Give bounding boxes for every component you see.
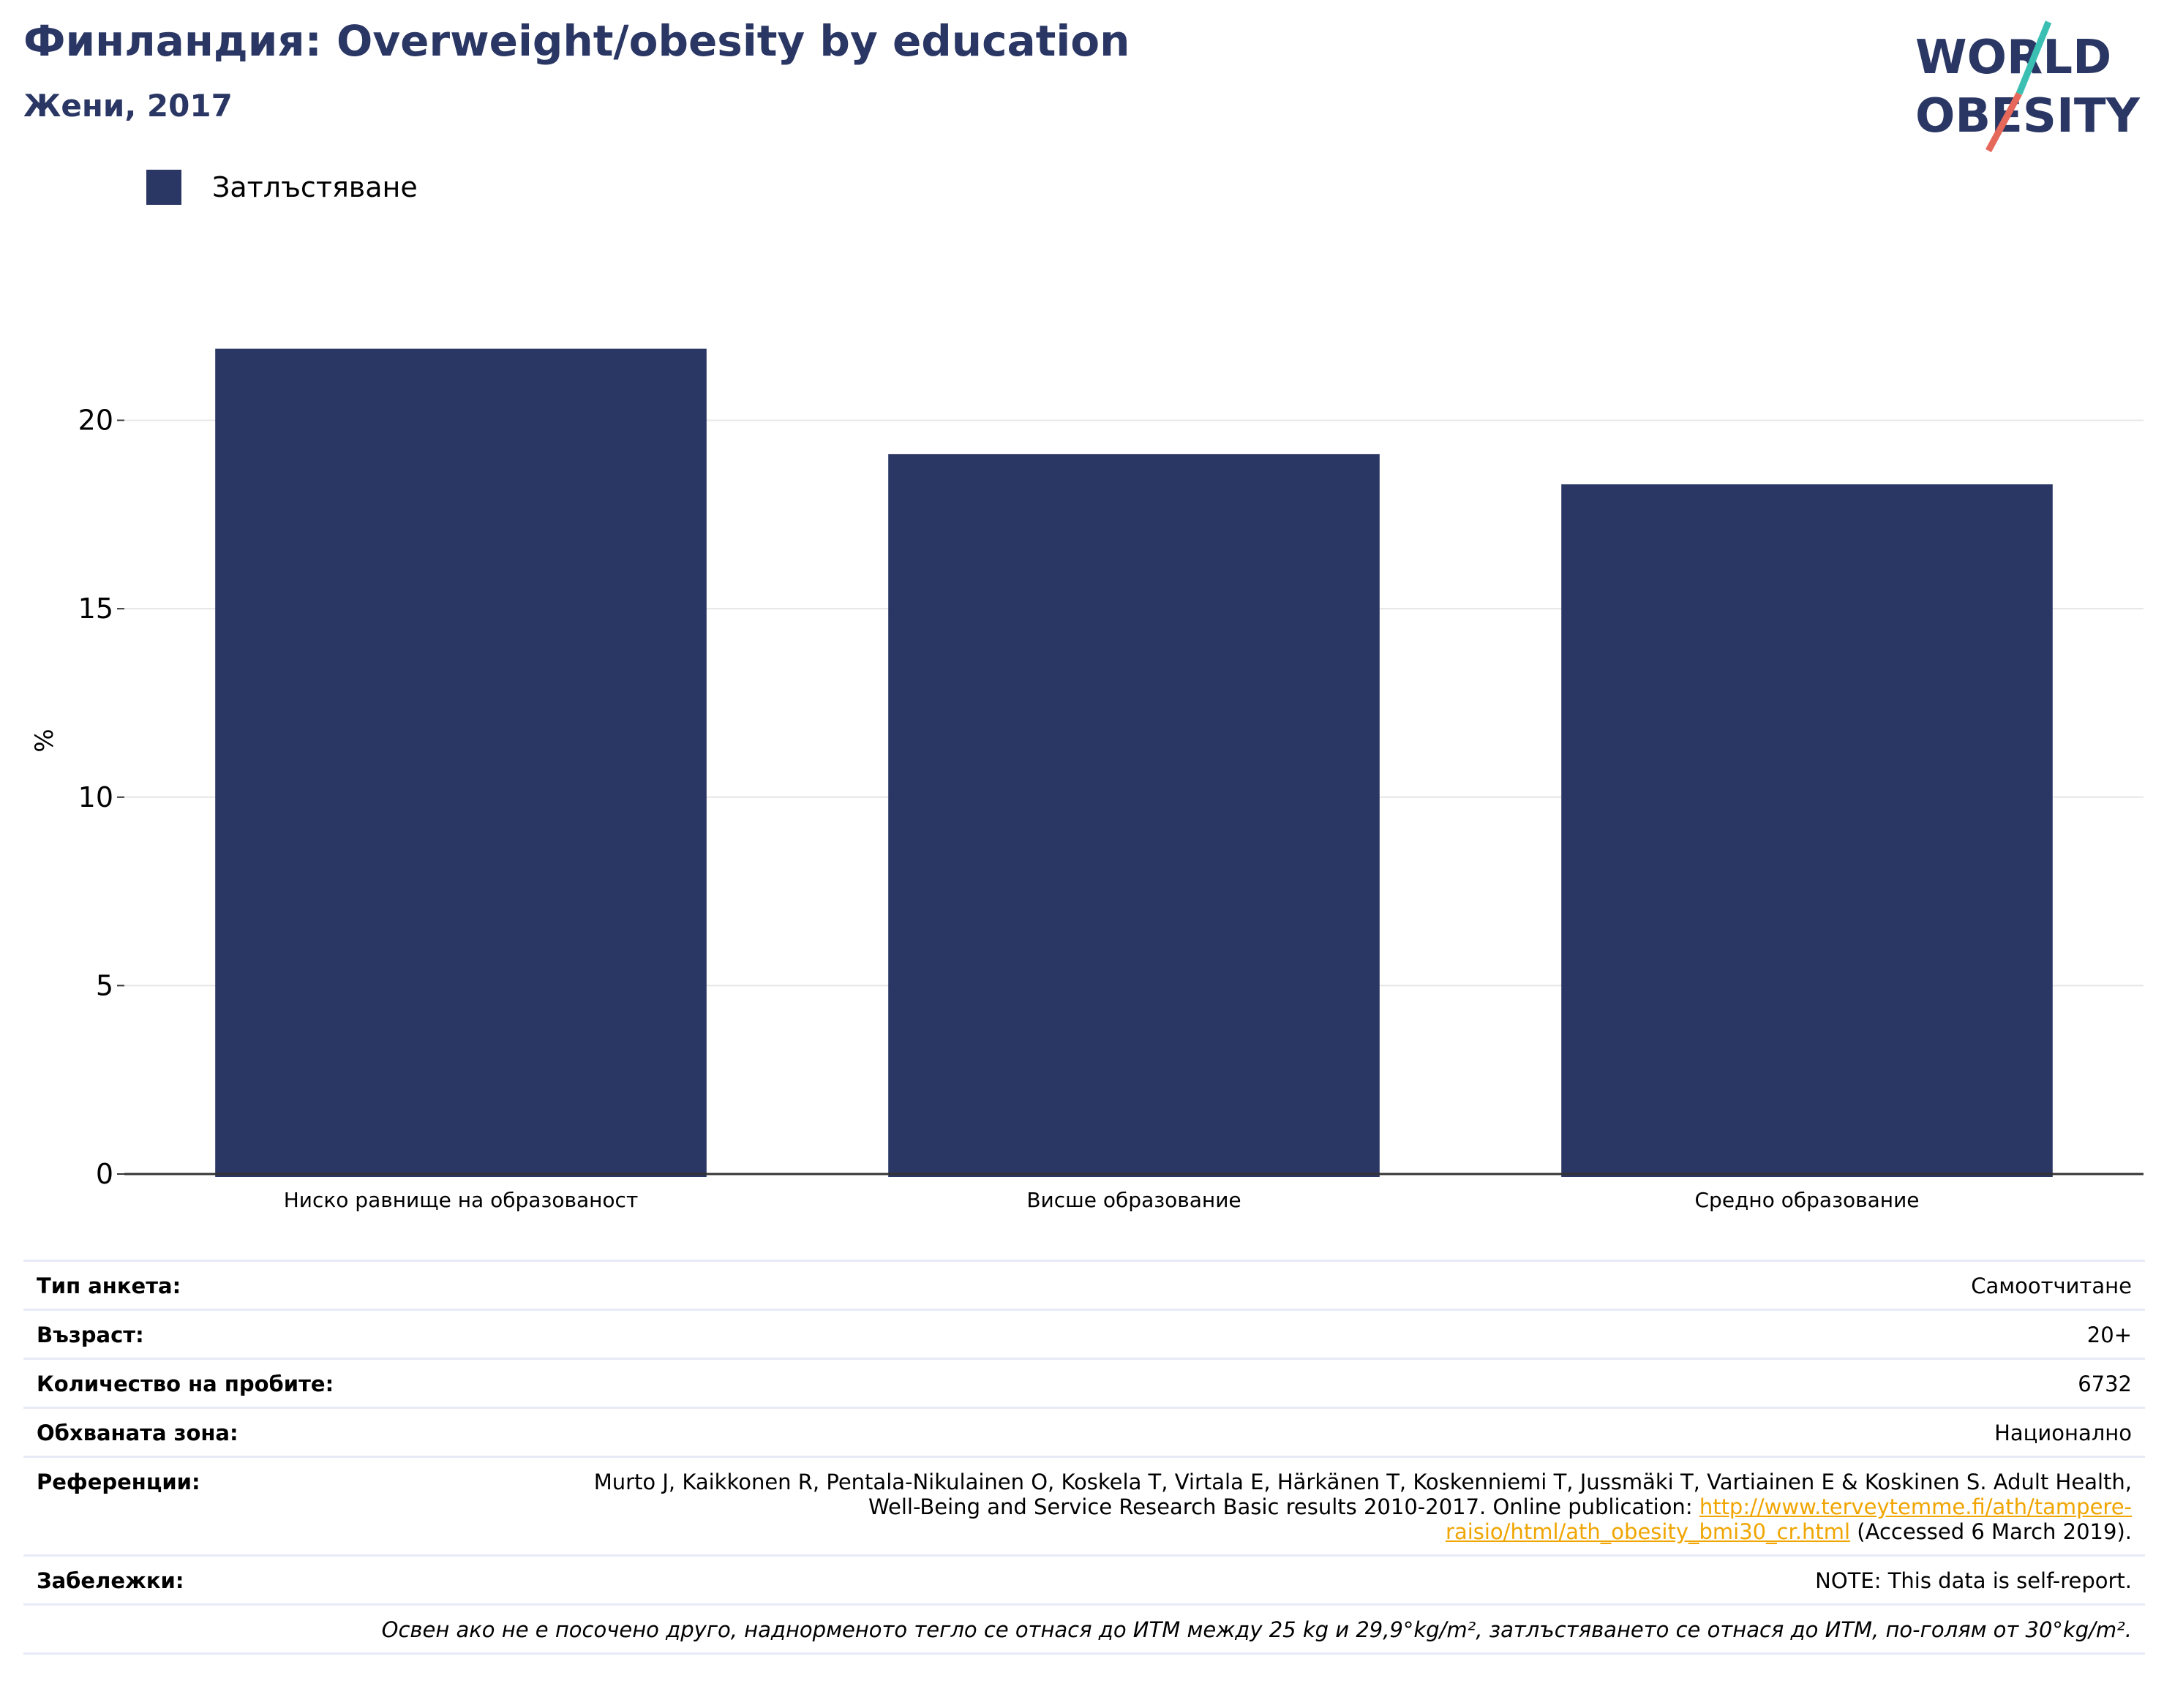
chart-subtitle: Жени, 2017: [23, 88, 233, 124]
info-row-definition: Освен ако не е посочено друго, наднормен…: [23, 1603, 2145, 1655]
info-row-references: Референции: Murto J, Kaikkonen R, Pental…: [23, 1456, 2145, 1554]
references-accessed: (Accessed 6 March 2019).: [1850, 1519, 2132, 1544]
reference-link[interactable]: http://www.terveytemme.fi/ath/tampere-ra…: [1446, 1494, 2132, 1544]
legend[interactable]: Затлъстяване: [146, 170, 418, 205]
y-axis-label: %: [30, 729, 59, 752]
y-tick-label: 10: [78, 781, 113, 813]
age-value: 20+: [2086, 1323, 2132, 1347]
x-tick-label: Средно образование: [1695, 1188, 1920, 1212]
bar: [215, 348, 707, 1177]
references-value: Murto J, Kaikkonen R, Pentala-Nikulainen…: [537, 1470, 2132, 1544]
y-tick-label: 15: [78, 592, 113, 625]
references-label: Референции:: [37, 1470, 200, 1494]
y-tick-label: 5: [96, 969, 113, 1001]
age-label: Възраст:: [37, 1323, 144, 1347]
bar: [1561, 484, 2053, 1177]
notes-label: Забележки:: [37, 1568, 184, 1593]
info-row-area: Обхваната зона: Национално: [23, 1407, 2145, 1456]
bar: [888, 454, 1380, 1177]
survey-type-value: Самоотчитане: [1971, 1274, 2132, 1298]
logo-slash-teal: [2015, 20, 2052, 95]
world-obesity-logo: WORLD OBESITY: [1915, 20, 2140, 152]
area-value: Национално: [1994, 1421, 2132, 1445]
definition-text: Освен ако не е посочено друго, наднормен…: [381, 1617, 2132, 1642]
y-tick-label: 0: [96, 1158, 113, 1190]
notes-value: NOTE: This data is self-report.: [1815, 1568, 2132, 1593]
info-table: Тип анкета: Самоотчитане Възраст: 20+ Ко…: [23, 1260, 2145, 1655]
legend-label: Затлъстяване: [212, 171, 418, 203]
x-tick-label: Ниско равнище на образованост: [284, 1188, 639, 1212]
x-tick-label: Висше образование: [1026, 1188, 1241, 1212]
area-label: Обхваната зона:: [37, 1421, 238, 1445]
logo-line1: WORLD: [1915, 31, 2111, 85]
chart-title: Финландия: Overweight/obesity by educati…: [23, 16, 1130, 66]
bar-chart: 0 5 10 15 20% Ниско равнище на образованост Ви…: [30, 348, 2144, 1212]
survey-type-label: Тип анкета:: [37, 1274, 181, 1298]
logo-line2: OBESITY: [1915, 89, 2140, 143]
legend-swatch: [146, 170, 181, 205]
references-text: Murto J, Kaikkonen R, Pentala-Nikulainen…: [593, 1470, 2132, 1519]
logo-slash-coral: [1985, 91, 2022, 152]
info-row-age: Възраст: 20+: [23, 1309, 2145, 1358]
sample-size-label: Количество на пробите:: [37, 1372, 334, 1396]
sample-size-value: 6732: [2078, 1372, 2132, 1396]
info-row-sample-size: Количество на пробите: 6732: [23, 1358, 2145, 1407]
info-row-survey-type: Тип анкета: Самоотчитане: [23, 1260, 2145, 1309]
info-row-notes: Забележки: NOTE: This data is self-repor…: [23, 1554, 2145, 1603]
y-tick-label: 20: [78, 405, 113, 437]
